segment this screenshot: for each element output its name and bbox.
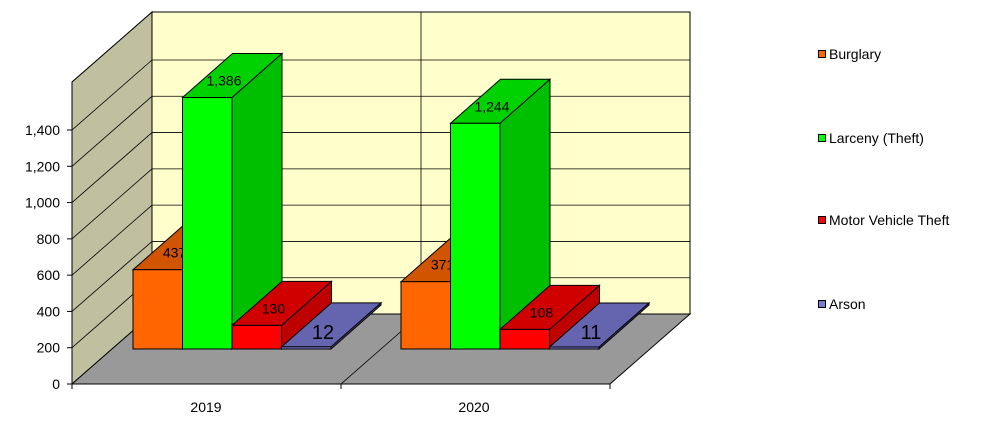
bar-arson-2019-front [281, 346, 332, 350]
bar-arson-2020-front [549, 346, 600, 350]
x-tick-label-2020: 2020 [458, 399, 489, 415]
y-tick-label: 800 [37, 231, 61, 247]
bar-burglary-2019-front [132, 269, 183, 350]
legend-swatch-arson [818, 300, 826, 308]
data-label-burglary-2019: 437 [163, 245, 187, 261]
data-label-burglary-2020: 371 [431, 257, 455, 273]
y-tick-label: 200 [37, 340, 61, 356]
x-tick-label-2019: 2019 [190, 399, 221, 415]
gridline-side [71, 168, 153, 240]
bar-burglary-2020-front [400, 281, 451, 350]
legend-swatch-larceny [818, 134, 826, 142]
legend: Burglary Larceny (Theft) Motor Vehicle T… [818, 0, 1002, 418]
y-tick-label: 1,400 [25, 122, 60, 138]
data-label-arson-2020: 11 [581, 322, 602, 344]
gridline-side [71, 204, 153, 276]
gridline-side [71, 95, 153, 167]
data-label-motor-vehicle-theft-2019: 130 [262, 300, 286, 316]
y-tick-label: 1,200 [25, 158, 60, 174]
legend-item-burglary: Burglary [818, 44, 881, 64]
legend-item-arson: Arson [818, 294, 866, 314]
data-label-larceny-theft-2019: 1,386 [206, 73, 241, 89]
gridline-side [71, 59, 153, 131]
data-label-motor-vehicle-theft-2020: 108 [530, 304, 554, 320]
gridline-side [71, 11, 153, 83]
legend-item-larceny: Larceny (Theft) [818, 128, 924, 148]
y-tick-label: 0 [52, 376, 60, 392]
gridline-side [71, 241, 153, 312]
bar-motor-vehicle-theft-2020-front [499, 328, 550, 350]
bar-larceny-theft-2020-front [450, 122, 501, 350]
legend-label-burglary: Burglary [829, 46, 882, 62]
data-label-larceny-theft-2020: 1,244 [474, 98, 509, 114]
y-tick-label: 600 [37, 267, 61, 283]
bar-larceny-theft-2019-front [182, 97, 233, 350]
y-tick-label: 400 [37, 303, 61, 319]
legend-label-motor-vehicle-theft: Motor Vehicle Theft [829, 212, 950, 228]
bar-motor-vehicle-theft-2019-front [231, 324, 282, 350]
legend-swatch-motor-vehicle-theft [818, 216, 826, 224]
y-tick-label: 1,000 [25, 195, 60, 211]
legend-label-arson: Arson [829, 296, 866, 312]
legend-item-motor-vehicle-theft: Motor Vehicle Theft [818, 210, 949, 230]
data-label-arson-2019: 12 [312, 322, 334, 344]
gridline-side [71, 132, 153, 203]
legend-swatch-burglary [818, 50, 826, 58]
legend-label-larceny: Larceny (Theft) [829, 130, 924, 146]
